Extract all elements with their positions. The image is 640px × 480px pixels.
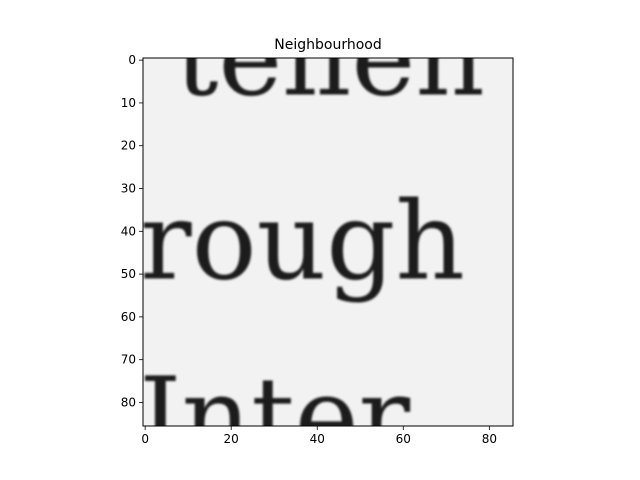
neighbourhood-image: teilen rough Inter. bbox=[139, 0, 513, 480]
chart-title: Neighbourhood bbox=[274, 37, 381, 53]
image-text-line: Inter. bbox=[139, 355, 433, 480]
y-tick-label: 10 bbox=[121, 96, 136, 110]
x-tick-label: 20 bbox=[224, 432, 239, 446]
y-tick-label: 60 bbox=[121, 310, 136, 324]
y-tick-label: 80 bbox=[121, 395, 136, 409]
image-background bbox=[143, 58, 513, 426]
y-tick-label: 40 bbox=[121, 224, 136, 238]
x-tick-label: 80 bbox=[482, 432, 497, 446]
y-tick-label: 30 bbox=[121, 182, 136, 196]
axes-frame bbox=[142, 57, 514, 427]
x-axis: 0 20 40 60 80 bbox=[141, 426, 497, 446]
y-tick-label: 70 bbox=[121, 353, 136, 367]
image-text-line: rough bbox=[140, 179, 465, 304]
y-tick-label: 20 bbox=[121, 139, 136, 153]
image-text-line: teilen bbox=[175, 0, 485, 120]
x-tick-label: 40 bbox=[310, 432, 325, 446]
x-tick-label: 0 bbox=[141, 432, 149, 446]
x-tick-label: 60 bbox=[396, 432, 411, 446]
y-tick-label: 0 bbox=[128, 53, 136, 67]
y-tick-label: 50 bbox=[121, 267, 136, 281]
y-axis: 0 10 20 30 40 50 60 70 80 bbox=[121, 53, 143, 409]
